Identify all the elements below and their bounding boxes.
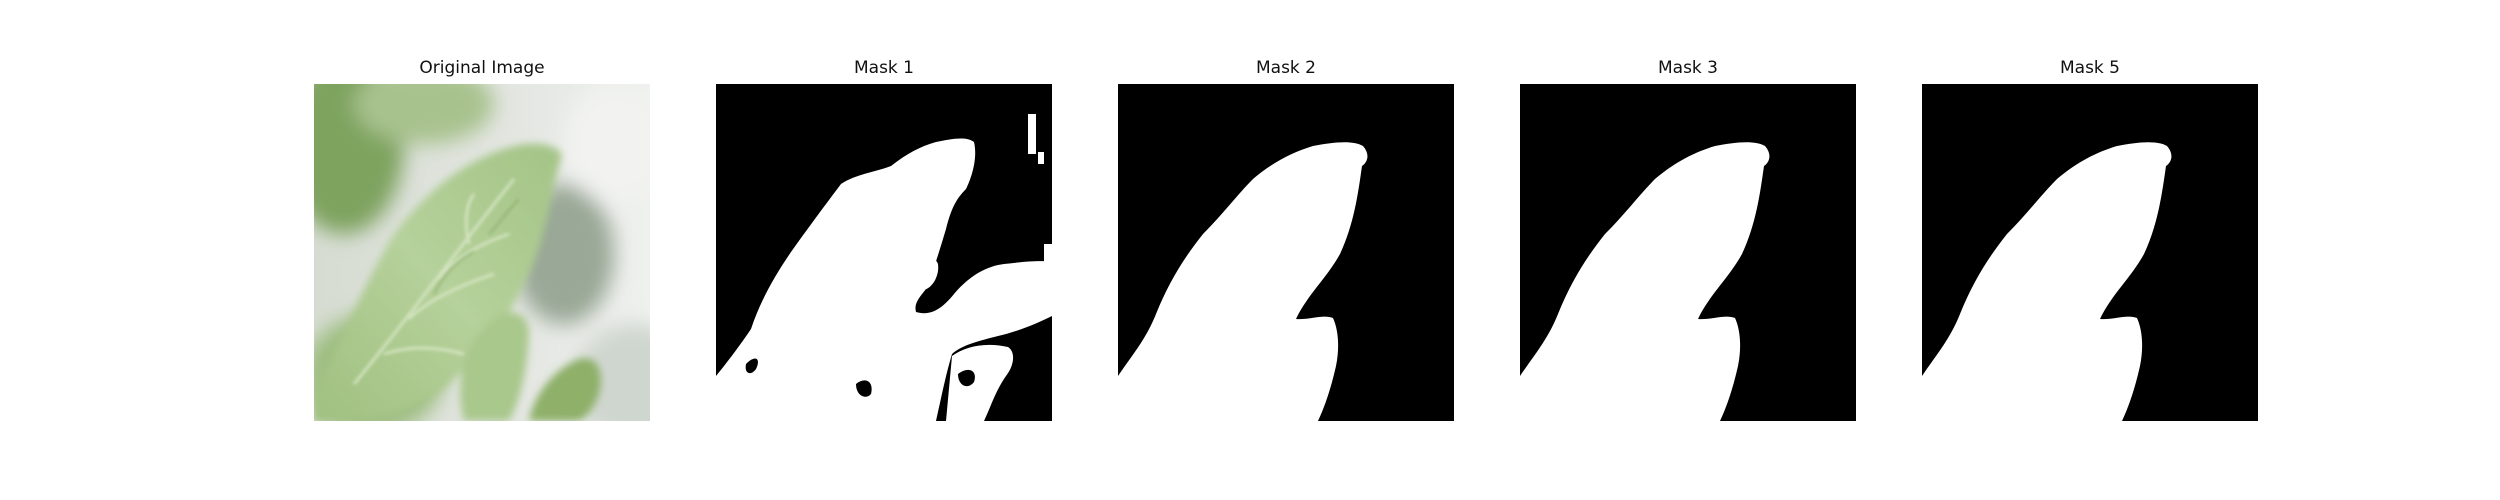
panel-title: Mask 2 bbox=[1255, 58, 1316, 78]
panel-title: Mask 1 bbox=[853, 58, 914, 78]
mask-2 bbox=[1118, 84, 1454, 421]
mask-image bbox=[1922, 84, 2258, 421]
mask-5 bbox=[1922, 84, 2258, 421]
original-image bbox=[314, 84, 650, 421]
mask-image bbox=[1520, 84, 1856, 421]
panel-title: Original Image bbox=[419, 58, 545, 78]
mask-1 bbox=[716, 84, 1052, 421]
mask-image bbox=[1118, 84, 1454, 421]
leaf-photo bbox=[314, 84, 650, 421]
mask-3 bbox=[1520, 84, 1856, 421]
panel-title: Mask 5 bbox=[2059, 58, 2120, 78]
panel-title: Mask 3 bbox=[1657, 58, 1718, 78]
mask-image bbox=[716, 84, 1052, 421]
